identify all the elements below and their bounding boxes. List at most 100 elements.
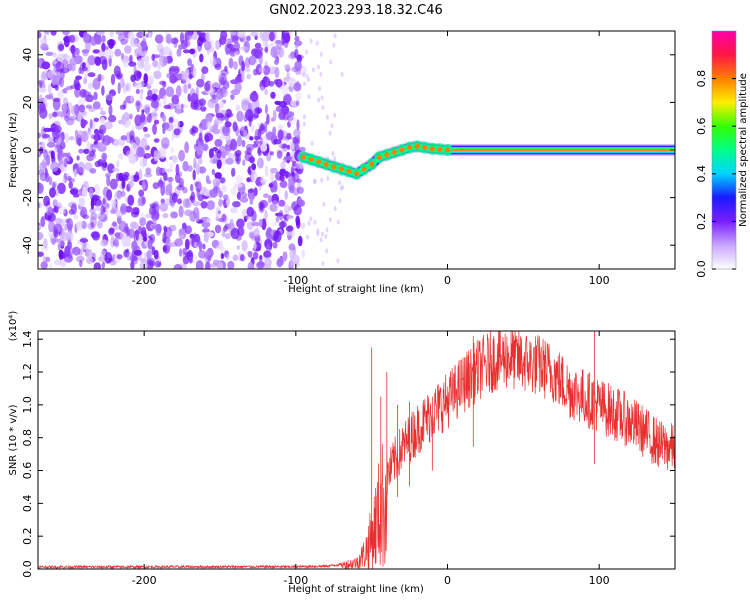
noise-speck: [269, 203, 278, 212]
noise-speck: [81, 220, 87, 230]
noise-speck: [175, 186, 182, 196]
noise-speck: [260, 143, 268, 152]
noise-speck: [214, 224, 222, 234]
noise-speck: [87, 131, 92, 137]
noise-speck: [276, 150, 283, 159]
noise-speck: [279, 180, 288, 189]
noise-speck: [251, 163, 257, 171]
noise-speck: [49, 187, 56, 198]
chart-title: GN02.2023.293.18.32.C46: [269, 3, 443, 18]
noise-speck: [188, 73, 193, 80]
noise-speck: [226, 113, 230, 119]
noise-speck: [214, 149, 221, 154]
colorbar-tick-label: 0.4: [695, 165, 708, 183]
noise-speck: [236, 218, 245, 229]
noise-speck: [235, 174, 243, 184]
noise-speck: [252, 143, 259, 148]
noise-speck: [137, 57, 142, 69]
noise-speck: [339, 185, 343, 191]
noise-speck: [264, 104, 268, 115]
noise-speck: [307, 220, 311, 226]
noise-speck: [163, 104, 172, 110]
noise-speck: [87, 55, 96, 66]
noise-speck: [321, 105, 325, 110]
noise-speck: [199, 53, 204, 63]
noise-speck: [330, 123, 334, 129]
noise-speck: [94, 56, 99, 65]
noise-speck: [129, 54, 133, 64]
noise-speck: [141, 109, 145, 114]
noise-speck: [229, 31, 237, 36]
noise-speck: [89, 207, 96, 214]
noise-speck: [127, 180, 134, 188]
noise-speck: [201, 143, 209, 151]
noise-speck: [121, 177, 126, 189]
noise-speck: [40, 261, 48, 269]
noise-speck: [106, 175, 111, 187]
noise-speck: [62, 178, 66, 183]
noise-speck: [155, 150, 161, 160]
spectrogram-x-axis-label: Height of straight line (km): [288, 284, 424, 295]
noise-speck: [253, 242, 257, 250]
noise-speck: [220, 69, 229, 76]
noise-speck: [261, 181, 266, 186]
noise-speck: [272, 241, 278, 249]
noise-speck: [331, 151, 335, 156]
noise-speck: [315, 40, 319, 46]
noise-speck: [171, 94, 179, 105]
noise-speck: [195, 212, 200, 222]
noise-speck: [138, 169, 143, 181]
noise-speck: [295, 42, 299, 49]
noise-speck: [79, 260, 83, 268]
noise-speck: [38, 31, 42, 39]
noise-speck: [107, 163, 115, 174]
noise-speck: [209, 97, 219, 104]
noise-speck: [146, 75, 154, 86]
noise-speck: [191, 126, 199, 134]
noise-speck: [328, 217, 332, 223]
noise-speck: [285, 170, 289, 179]
noise-speck: [38, 87, 47, 93]
noise-speck: [193, 157, 197, 169]
noise-speck: [76, 255, 85, 263]
noise-speck: [211, 168, 216, 176]
noise-speck: [69, 57, 78, 66]
spectrogram-y-ticks: -40 -20 0 20 40: [21, 48, 675, 254]
noise-speck: [166, 176, 174, 182]
colorbar-ticks: 0.0 0.2 0.4 0.6 0.8: [695, 70, 736, 278]
noise-speck: [96, 142, 105, 147]
noise-speck: [217, 210, 221, 215]
noise-speck: [89, 187, 94, 199]
noise-speck: [116, 254, 123, 260]
noise-speck: [169, 147, 175, 153]
noise-speck: [53, 229, 59, 238]
noise-speck: [255, 64, 263, 76]
noise-speck: [90, 221, 95, 229]
noise-speck: [113, 139, 120, 147]
noise-speck: [275, 216, 279, 222]
noise-speck: [271, 193, 280, 205]
noise-speck: [81, 119, 88, 126]
noise-speck: [166, 168, 173, 173]
noise-speck: [46, 141, 56, 148]
noise-speck: [139, 258, 147, 263]
ridge-blob-core: [422, 145, 428, 151]
noise-speck: [62, 97, 68, 105]
noise-speck: [244, 125, 248, 131]
noise-speck: [278, 47, 285, 58]
noise-speck: [184, 225, 192, 235]
noise-speck: [145, 33, 149, 38]
noise-speck: [293, 204, 302, 216]
noise-speck: [309, 38, 313, 44]
noise-speck: [177, 120, 184, 128]
noise-speck: [212, 158, 218, 164]
noise-speck: [280, 161, 286, 170]
noise-speck: [338, 198, 342, 204]
noise-speck: [198, 157, 203, 165]
ridge-blob-core: [308, 157, 314, 162]
noise-speck: [187, 83, 192, 89]
noise-speck: [152, 182, 159, 190]
noise-speck: [261, 31, 270, 43]
noise-speck: [302, 114, 306, 120]
noise-speck: [45, 204, 53, 216]
